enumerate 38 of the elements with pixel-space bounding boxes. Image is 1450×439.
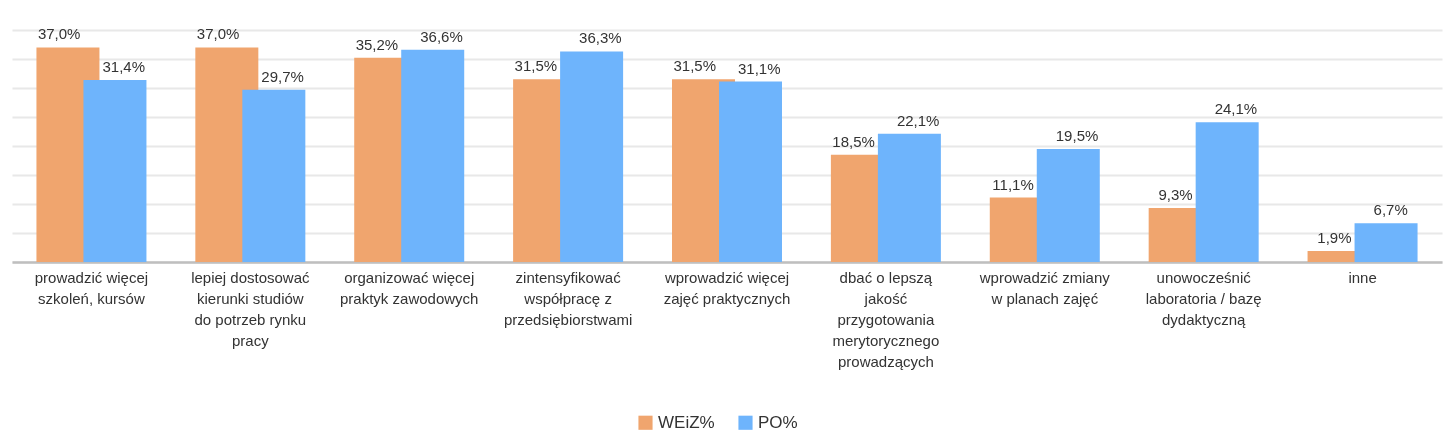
- data-label: 31,4%: [102, 57, 145, 75]
- legend-label: PO%: [758, 412, 798, 432]
- x-tick-label: organizować więcej praktyk zawodowych: [340, 268, 479, 307]
- data-label: 35,2%: [355, 35, 399, 53]
- data-label: 24,1%: [1214, 100, 1258, 118]
- bar: [1036, 148, 1100, 262]
- x-tick-label: wprowadzić zmiany w planach zajęć: [978, 268, 1111, 307]
- x-tick-label: unowocześnić laboratoria / bazę dydaktyczną: [1145, 268, 1262, 328]
- bar: [560, 51, 624, 262]
- x-tick-label: wprowadzić więcej zajęć praktycznych: [663, 268, 791, 307]
- data-label: 22,1%: [896, 111, 940, 129]
- x-tick-label: inne: [1348, 268, 1377, 286]
- bar: [1354, 223, 1418, 262]
- bar: [719, 81, 782, 262]
- data-label: 18,5%: [832, 132, 875, 150]
- bar: [1195, 122, 1259, 262]
- data-label: 37,0%: [37, 25, 81, 43]
- x-tick-label: lepiej dostosować kierunki studiów do potrzeb rynku pracy: [191, 268, 311, 349]
- x-tick-label: zintensyfikować współpracę z przedsiębiorstwami: [503, 268, 633, 328]
- data-label: 31,5%: [514, 57, 558, 75]
- data-label: 6,7%: [1373, 201, 1408, 219]
- x-tick-label: prowadzić więcej szkoleń, kursów: [34, 268, 149, 307]
- data-label: 36,3%: [579, 29, 622, 47]
- data-label: 29,7%: [261, 67, 304, 85]
- bar: [83, 79, 147, 262]
- data-label: 31,1%: [738, 59, 781, 77]
- bar: [242, 89, 306, 262]
- bar: [401, 49, 465, 262]
- data-label: 9,3%: [1158, 186, 1193, 204]
- bar: [877, 133, 941, 262]
- data-label: 19,5%: [1055, 126, 1099, 144]
- data-label: 31,5%: [673, 57, 716, 75]
- data-label: 37,0%: [196, 25, 240, 43]
- data-label: 11,1%: [992, 175, 1034, 193]
- data-label: 1,9%: [1317, 228, 1352, 246]
- x-tick-label: dbać o lepszą jakość przygotowania merytorycznego prowadzących: [832, 268, 940, 370]
- data-label: 36,6%: [420, 27, 463, 45]
- legend-label: WEiZ%: [658, 412, 715, 432]
